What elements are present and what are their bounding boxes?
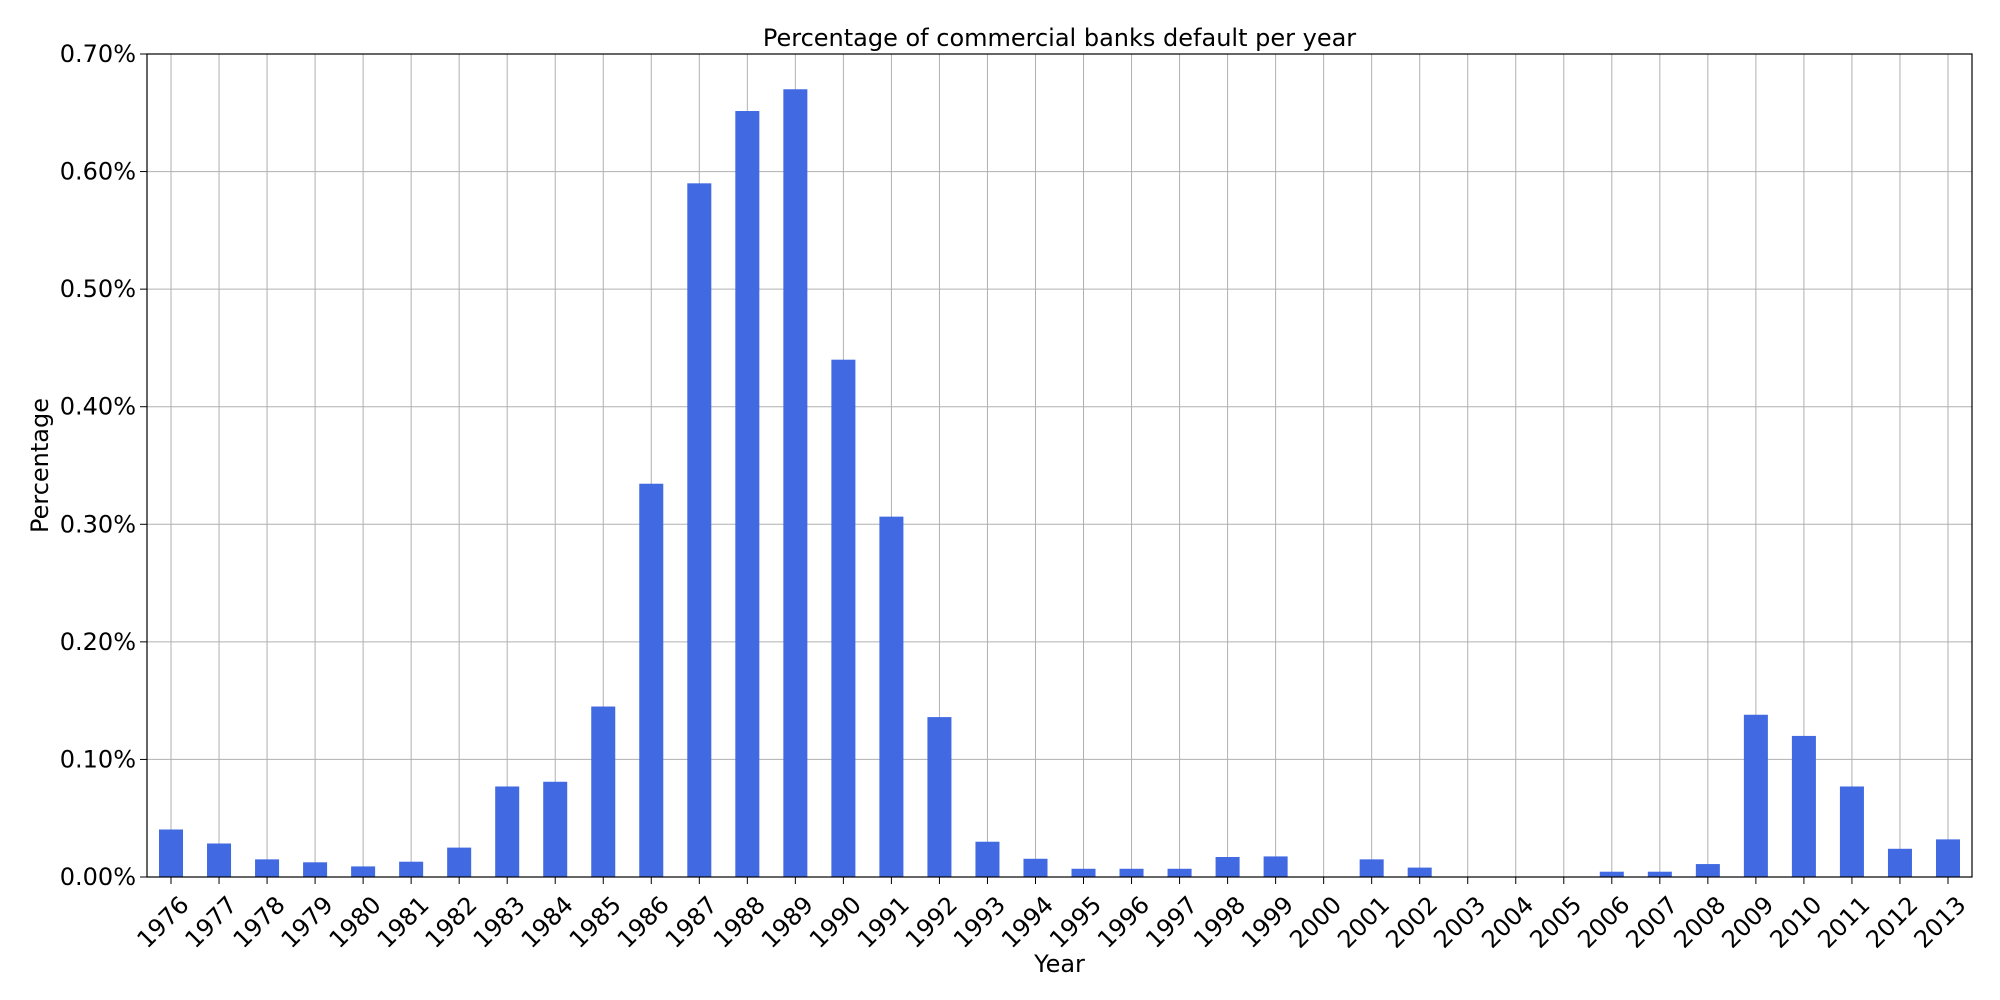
chart-title: Percentage of commercial banks default p…	[763, 24, 1356, 52]
bar-1997	[1167, 868, 1192, 877]
bar-1982	[447, 847, 472, 877]
x-tick-label: 1984	[516, 891, 579, 954]
bar-1984	[543, 781, 568, 877]
bar-1979	[303, 862, 328, 877]
grid-layer	[147, 53, 1972, 878]
bar-1976	[159, 829, 184, 877]
bar-2002	[1407, 867, 1432, 877]
bar-1980	[351, 866, 376, 877]
x-tick-label: 2008	[1668, 891, 1731, 954]
x-tick-label: 1986	[612, 891, 675, 954]
bar-1991	[879, 516, 904, 877]
bar-1978	[255, 859, 280, 877]
y-axis-title: Percentage	[26, 398, 54, 533]
x-tick-label: 1989	[756, 891, 819, 954]
x-tick-label: 2000	[1284, 891, 1347, 954]
plot-frame	[146, 53, 1973, 878]
bar-2006	[1599, 871, 1624, 877]
bar-layer	[159, 89, 1960, 878]
x-tick-label: 1982	[420, 891, 483, 954]
bar-2010	[1791, 735, 1816, 877]
bar-1995	[1071, 868, 1096, 877]
bar-1986	[639, 483, 664, 877]
x-tick-label: 1978	[228, 891, 291, 954]
x-tick-label: 1985	[564, 891, 627, 954]
x-tick-label: 1980	[324, 891, 387, 954]
bar-1989	[783, 89, 808, 878]
x-tick-label: 2006	[1572, 891, 1635, 954]
x-tick-label: 1979	[276, 891, 339, 954]
x-tick-label: 1998	[1188, 891, 1251, 954]
bar-1987	[687, 183, 712, 878]
bar-1983	[495, 786, 520, 877]
bar-1977	[207, 843, 232, 877]
bar-2013	[1935, 839, 1960, 877]
bar-1994	[1023, 858, 1048, 877]
x-tick-label: 2004	[1476, 891, 1539, 954]
axis-layer: 0.00% 0.10% 0.20% 0.30% 0.40% 0.50% 0.60% 0.70%…	[60, 40, 1972, 954]
x-axis-title: Year	[1033, 950, 1085, 978]
x-tick-label: 1996	[1092, 891, 1155, 954]
y-tick-label: 0.10%	[60, 745, 136, 773]
x-tick-label: 1997	[1140, 891, 1203, 954]
bar-1992	[927, 717, 952, 877]
x-tick-label: 2013	[1909, 891, 1972, 954]
x-tick-label: 1991	[852, 891, 915, 954]
x-tick-label: 2005	[1524, 891, 1587, 954]
x-tick-label: 2009	[1716, 891, 1779, 954]
x-tick-label: 2010	[1764, 891, 1827, 954]
x-tick-label: 2002	[1380, 891, 1443, 954]
x-tick-label: 1993	[948, 891, 1011, 954]
x-tick-label: 2007	[1620, 891, 1683, 954]
bar-2009	[1743, 714, 1768, 877]
bar-1988	[735, 111, 760, 877]
bar-2011	[1839, 786, 1864, 877]
y-tick-label: 0.50%	[60, 275, 136, 303]
bar-1981	[399, 861, 424, 877]
bar-2007	[1647, 871, 1672, 877]
bar-2012	[1887, 848, 1912, 877]
x-tick-label: 2003	[1428, 891, 1491, 954]
bar-2001	[1359, 859, 1384, 877]
x-tick-label: 1981	[372, 891, 435, 954]
bar-2008	[1695, 864, 1720, 877]
bar-1998	[1215, 857, 1240, 877]
x-tick-label: 1988	[708, 891, 771, 954]
y-tick-label: 0.60%	[60, 158, 136, 186]
y-tick-label: 0.00%	[60, 863, 136, 891]
x-tick-label: 1990	[804, 891, 867, 954]
x-tick-label: 2001	[1332, 891, 1395, 954]
x-tick-label: 1987	[660, 891, 723, 954]
x-tick-label: 1976	[132, 891, 195, 954]
bar-1985	[591, 706, 616, 877]
x-tick-label: 1983	[468, 891, 531, 954]
x-tick-label: 2012	[1861, 891, 1924, 954]
x-tick-label: 1994	[996, 891, 1059, 954]
x-tick-label: 1992	[900, 891, 963, 954]
x-tick-label: 2011	[1813, 891, 1876, 954]
bar-1993	[975, 841, 1000, 877]
y-tick-label: 0.40%	[60, 393, 136, 421]
x-tick-label: 1999	[1236, 891, 1299, 954]
x-tick-label: 1995	[1044, 891, 1107, 954]
y-tick-label: 0.70%	[60, 40, 136, 68]
bar-1999	[1263, 856, 1288, 877]
bar-1990	[831, 359, 856, 878]
y-tick-label: 0.30%	[60, 510, 136, 538]
bar-1996	[1119, 868, 1144, 877]
x-tick-label: 1977	[180, 891, 243, 954]
y-tick-label: 0.20%	[60, 628, 136, 656]
